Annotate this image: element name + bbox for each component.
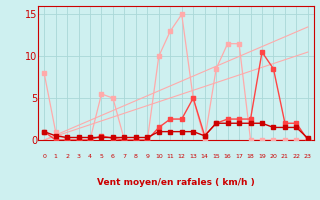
X-axis label: Vent moyen/en rafales ( km/h ): Vent moyen/en rafales ( km/h ) [97, 178, 255, 187]
